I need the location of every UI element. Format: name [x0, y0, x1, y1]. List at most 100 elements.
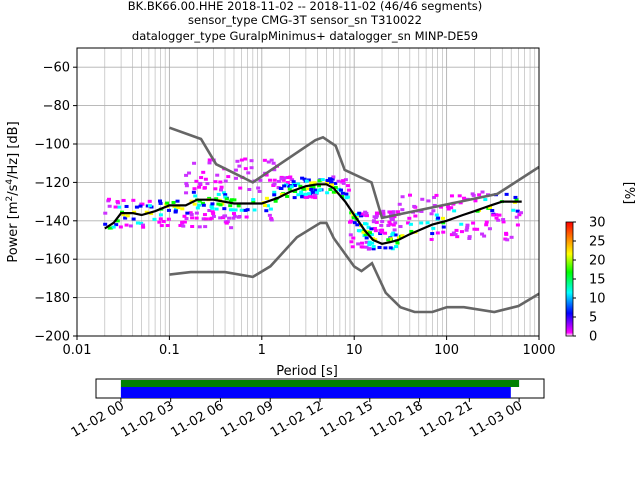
density-cell [432, 203, 437, 207]
density-cell [172, 205, 177, 209]
density-cell [397, 202, 402, 206]
density-cell [244, 215, 249, 219]
density-cell [134, 205, 139, 209]
density-cell [128, 224, 133, 228]
density-cell [272, 168, 277, 172]
density-cell [296, 193, 301, 197]
density-cell [429, 212, 434, 216]
density-cell [429, 237, 434, 241]
density-cell [389, 213, 394, 217]
density-cell [123, 216, 128, 220]
density-cell [272, 182, 277, 186]
density-cell [473, 199, 478, 203]
density-cell [223, 195, 228, 199]
density-cell [222, 207, 227, 211]
density-cell [369, 227, 374, 231]
density-cell [445, 204, 450, 208]
density-cell [304, 179, 309, 183]
density-cell [279, 177, 284, 181]
density-cell [310, 191, 315, 195]
density-cell [505, 238, 510, 242]
mean-curve [104, 183, 522, 245]
x-tick-label: 1 [258, 343, 266, 358]
density-cell [223, 179, 228, 183]
density-cell [331, 190, 336, 194]
density-cell [263, 204, 268, 208]
density-cell [233, 208, 238, 212]
density-cell [266, 160, 271, 164]
density-cell [446, 207, 451, 211]
density-cell [192, 161, 197, 165]
density-cell [383, 246, 388, 250]
density-cell [215, 173, 220, 177]
density-cell [434, 193, 439, 197]
density-cell [140, 202, 145, 206]
density-cell [344, 192, 349, 196]
colorbar-tick-label: 30 [589, 216, 606, 231]
density-cell [364, 211, 369, 215]
density-cell [303, 195, 308, 199]
density-cell [391, 210, 396, 214]
density-cell [432, 195, 437, 199]
density-cell [211, 211, 216, 215]
density-cell [419, 221, 424, 225]
density-cell [262, 158, 267, 162]
density-cell [388, 246, 393, 250]
density-cell [471, 221, 476, 225]
timeline-tick-label: 11-02 09 [218, 398, 276, 440]
density-cell [455, 235, 460, 239]
density-cell [317, 179, 322, 183]
density-cell [390, 233, 395, 237]
density-cell [312, 181, 317, 185]
density-cell [408, 222, 413, 226]
density-cell [256, 186, 261, 190]
density-cell [496, 218, 501, 222]
density-cell [457, 194, 462, 198]
density-cell [367, 243, 372, 247]
density-cell [293, 189, 298, 193]
density-cell [269, 218, 274, 222]
timeline-tick-label: 11-02 15 [318, 398, 376, 440]
density-cell [329, 181, 334, 185]
density-cell [393, 221, 398, 225]
density-cell [501, 218, 506, 222]
colorbar [565, 221, 574, 337]
density-cell [184, 216, 189, 220]
density-cell [365, 230, 370, 234]
density-cell [465, 223, 470, 227]
density-cell [302, 177, 307, 181]
density-cell [189, 212, 194, 216]
density-cell [132, 210, 137, 214]
density-cell [504, 192, 509, 196]
density-cell [278, 186, 283, 190]
x-axis-label: Period [s] [276, 364, 338, 379]
density-cell [227, 216, 232, 220]
timeline-tick-label: 11-02 21 [417, 398, 475, 440]
density-cell [435, 231, 440, 235]
density-cell [243, 157, 248, 161]
density-cell [301, 187, 306, 191]
density-cell [192, 202, 197, 206]
density-cell [182, 214, 187, 218]
density-cell [386, 224, 391, 228]
density-cell [233, 168, 238, 172]
density-cell [246, 171, 251, 175]
density-cell [114, 223, 119, 227]
density-cell [362, 213, 367, 217]
density-cell [111, 225, 116, 229]
density-cell [380, 219, 385, 223]
density-cell [366, 225, 371, 229]
density-cell [149, 212, 154, 216]
density-cell [247, 187, 252, 191]
density-cell [210, 210, 215, 214]
density-cell [194, 211, 199, 215]
density-cell [391, 212, 396, 216]
density-cell [511, 208, 516, 212]
density-cell [201, 170, 206, 174]
density-cell [222, 214, 227, 218]
density-cell [387, 220, 392, 224]
density-cell [197, 225, 202, 229]
density-cell [272, 178, 277, 182]
density-cell [331, 175, 336, 179]
density-cell [211, 214, 216, 218]
